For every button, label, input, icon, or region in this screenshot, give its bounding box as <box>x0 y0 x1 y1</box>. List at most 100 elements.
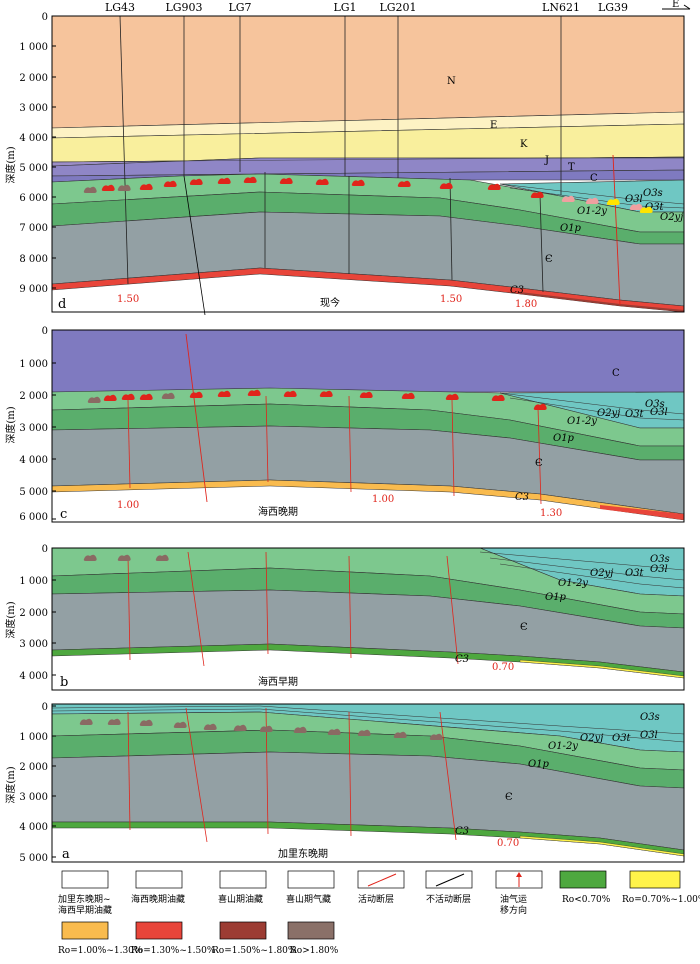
panel-era-label: 加里东晚期 <box>278 847 328 860</box>
oil-reservoir-icon <box>203 723 217 730</box>
stratum-label: O3t <box>625 409 645 420</box>
legend-label: 加里东晚期~海西早期油藏 <box>58 893 112 916</box>
legend-swatch <box>425 870 473 889</box>
stratum-label: O2yj <box>660 212 683 223</box>
oil-reservoir-icon <box>445 393 459 400</box>
tick-label: 5 000 <box>19 487 48 498</box>
well-label-lg7: LG7 <box>228 1 251 14</box>
ro-value: 0.70 <box>497 838 519 849</box>
oil-reservoir-icon <box>107 718 121 725</box>
tick-label: 1 000 <box>19 359 48 370</box>
oil-reservoir-icon <box>83 186 97 193</box>
oil-reservoir-icon <box>139 183 153 190</box>
oil-reservoir-icon <box>293 726 307 733</box>
oil-reservoir-icon <box>155 554 169 561</box>
stratum-label: O3l <box>625 194 643 205</box>
ro-value: 1.00 <box>372 494 394 505</box>
stratum-label: O1p <box>560 223 582 234</box>
oil-reservoir-icon <box>401 392 415 399</box>
oil-reservoir-icon <box>393 731 407 738</box>
stratum-label: O1p <box>528 759 550 770</box>
tick-label: 5 000 <box>19 163 48 174</box>
stratum-label: N <box>447 76 456 87</box>
direction-indicator: E <box>662 0 691 10</box>
tick-label: 7 000 <box>19 223 48 234</box>
active-fault-icon <box>367 873 397 887</box>
stratum-label: O2yj <box>580 733 603 744</box>
tick-label: 3 000 <box>19 639 48 650</box>
panel-c-depth-axis: 0 1 000 2 000 3 000 4 000 5 000 6 000 <box>19 326 56 523</box>
legend-label: 活动断层 <box>358 893 394 905</box>
faults-a <box>127 707 457 843</box>
legend-label: 油气运移方向 <box>500 893 527 916</box>
oil-reservoir-icon <box>351 179 365 186</box>
tick-label: 2 000 <box>19 608 48 619</box>
legend-label: Ro=1.00%~1.30% <box>58 946 143 956</box>
panel-letter: a <box>62 847 70 862</box>
tick-label: 0 <box>42 702 48 713</box>
legend-swatch-ro4 <box>135 921 183 940</box>
oil-reservoir-icon <box>247 389 261 396</box>
oil-reservoir-icon <box>233 724 247 731</box>
ro-value: 1.30 <box>540 508 562 519</box>
stratum-label: O1p <box>553 433 575 444</box>
well-label-lg39: LG39 <box>598 1 628 14</box>
legend-label: 喜山期气藏 <box>286 893 331 905</box>
tick-label: 1 000 <box>19 576 48 587</box>
well-label-lg43: LG43 <box>105 1 135 14</box>
well-lines-d <box>119 15 562 293</box>
stratum-label: T <box>568 162 575 173</box>
panel-letter: b <box>60 675 68 690</box>
oil-reservoir-icon <box>585 197 599 204</box>
migration-faults-c <box>127 395 542 505</box>
stratum-label: O3l <box>650 407 668 418</box>
legend-swatch-ro2 <box>629 870 681 889</box>
tick-label: 8 000 <box>19 254 48 265</box>
source-rock-ro-east <box>520 292 684 312</box>
source-rock-ro-east <box>600 505 684 520</box>
ro-value: 1.50 <box>117 294 139 305</box>
oil-reservoir-icon <box>397 180 411 187</box>
stratum-label: O3t <box>612 733 632 744</box>
oil-reservoir-icon <box>279 177 293 184</box>
tick-label: 5 000 <box>19 853 48 864</box>
tick-label: 4 000 <box>19 671 48 682</box>
ro-value: 1.00 <box>117 500 139 511</box>
depth-axis-label: 深度(m) <box>4 601 17 638</box>
direction-label: E <box>672 0 679 10</box>
oil-reservoir-icon <box>87 396 101 403</box>
stratum-label: O1-2y <box>577 206 607 217</box>
tick-label: 0 <box>42 12 48 23</box>
oil-reservoir-icon <box>561 195 575 202</box>
tick-label: 0 <box>42 326 48 337</box>
legend-swatch <box>287 870 335 889</box>
legend-label: 海西晚期油藏 <box>131 893 185 905</box>
legend-swatch <box>357 870 405 889</box>
stratum-label: O3s <box>643 188 663 199</box>
legend-swatch-ro1 <box>559 870 607 889</box>
oil-reservoir-icon <box>173 721 187 728</box>
well-label-ln621: LN621 <box>542 1 580 14</box>
panel-era-label: 现今 <box>320 296 340 309</box>
tick-label: 6 000 <box>19 193 48 204</box>
tick-label: 4 000 <box>19 455 48 466</box>
stratum-label: C <box>612 368 620 379</box>
gas-reservoir-icon <box>606 198 620 205</box>
tick-label: 4 000 <box>19 822 48 833</box>
tick-label: 3 000 <box>19 103 48 114</box>
stratum-N <box>51 15 685 129</box>
stratum-label: O1-2y <box>558 578 588 589</box>
oil-reservoir-icon <box>217 177 231 184</box>
oil-reservoir-icon <box>319 390 333 397</box>
tick-label: 6 000 <box>19 512 48 523</box>
oil-reservoir-icon <box>189 391 203 398</box>
oil-reservoir-icon <box>359 391 373 398</box>
oil-reservoir-icon <box>139 719 153 726</box>
panel-letter: c <box>60 507 67 522</box>
oil-reservoir-icon <box>163 180 177 187</box>
stratum-label: O3t <box>625 568 645 579</box>
panel-era-label: 海西晚期 <box>258 505 298 518</box>
panel-letter: d <box>58 297 66 312</box>
stratum-label: E <box>490 120 497 131</box>
